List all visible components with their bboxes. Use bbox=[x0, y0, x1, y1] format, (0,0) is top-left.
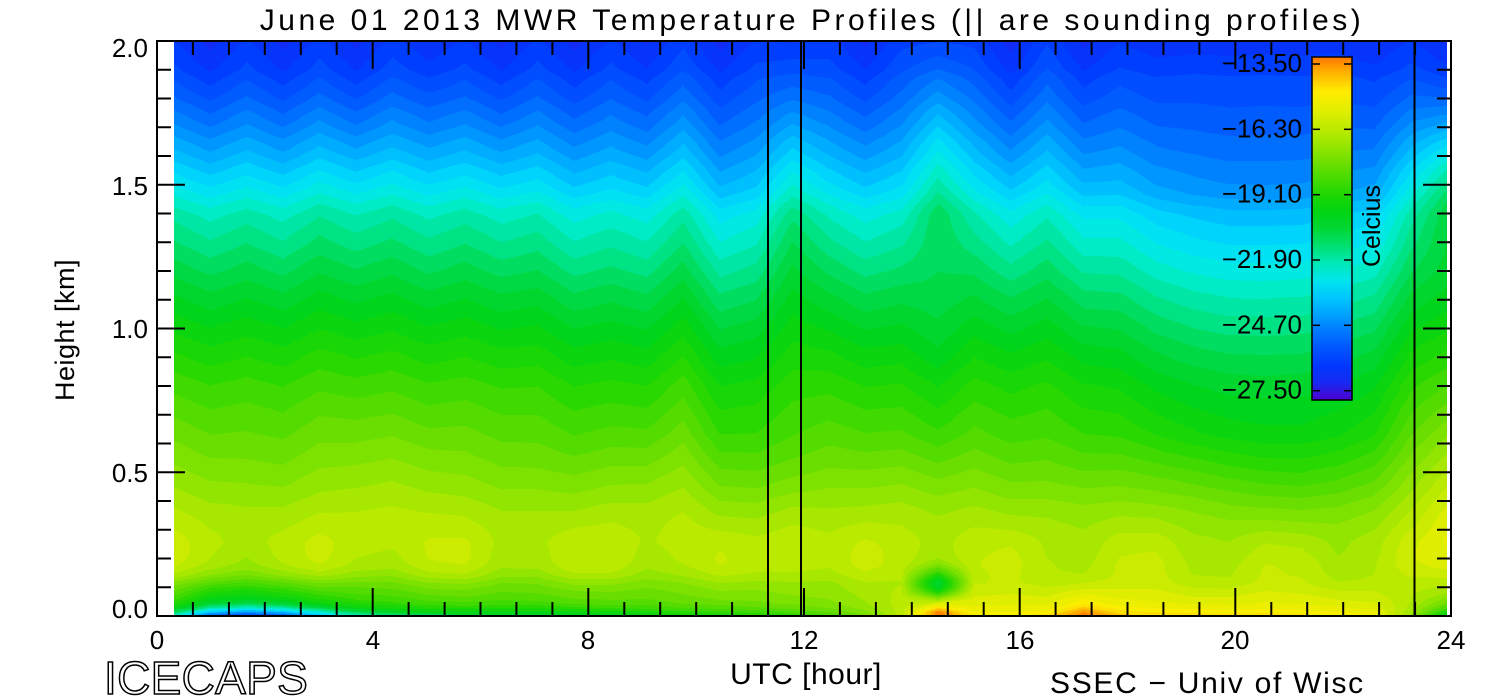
svg-text:12: 12 bbox=[790, 625, 819, 655]
svg-text:−27.50: −27.50 bbox=[1222, 375, 1302, 405]
svg-text:1.5: 1.5 bbox=[112, 171, 148, 201]
svg-text:Height [km]: Height [km] bbox=[50, 259, 80, 401]
svg-text:Celcius: Celcius bbox=[1358, 185, 1386, 267]
svg-text:0: 0 bbox=[150, 625, 164, 655]
svg-text:0.0: 0.0 bbox=[112, 594, 148, 624]
svg-text:8: 8 bbox=[581, 625, 595, 655]
svg-text:−24.70: −24.70 bbox=[1222, 309, 1302, 339]
svg-text:−16.30: −16.30 bbox=[1222, 113, 1302, 143]
svg-text:−19.10: −19.10 bbox=[1222, 179, 1302, 209]
svg-text:−21.90: −21.90 bbox=[1222, 244, 1302, 274]
svg-text:ICECAPS: ICECAPS bbox=[104, 652, 308, 700]
svg-text:16: 16 bbox=[1006, 625, 1035, 655]
svg-text:June 01 2013 MWR Temperature P: June 01 2013 MWR Temperature Profiles (|… bbox=[260, 4, 1364, 37]
svg-text:4: 4 bbox=[366, 625, 380, 655]
svg-text:1.0: 1.0 bbox=[112, 314, 148, 344]
svg-text:0.5: 0.5 bbox=[112, 458, 148, 488]
svg-text:−13.50: −13.50 bbox=[1222, 48, 1302, 78]
svg-text:UTC [hour]: UTC [hour] bbox=[730, 658, 882, 691]
svg-text:20: 20 bbox=[1221, 625, 1250, 655]
svg-text:SSEC − Univ of Wisc: SSEC − Univ of Wisc bbox=[1050, 667, 1365, 700]
svg-text:2.0: 2.0 bbox=[112, 33, 148, 63]
svg-text:24: 24 bbox=[1437, 625, 1466, 655]
